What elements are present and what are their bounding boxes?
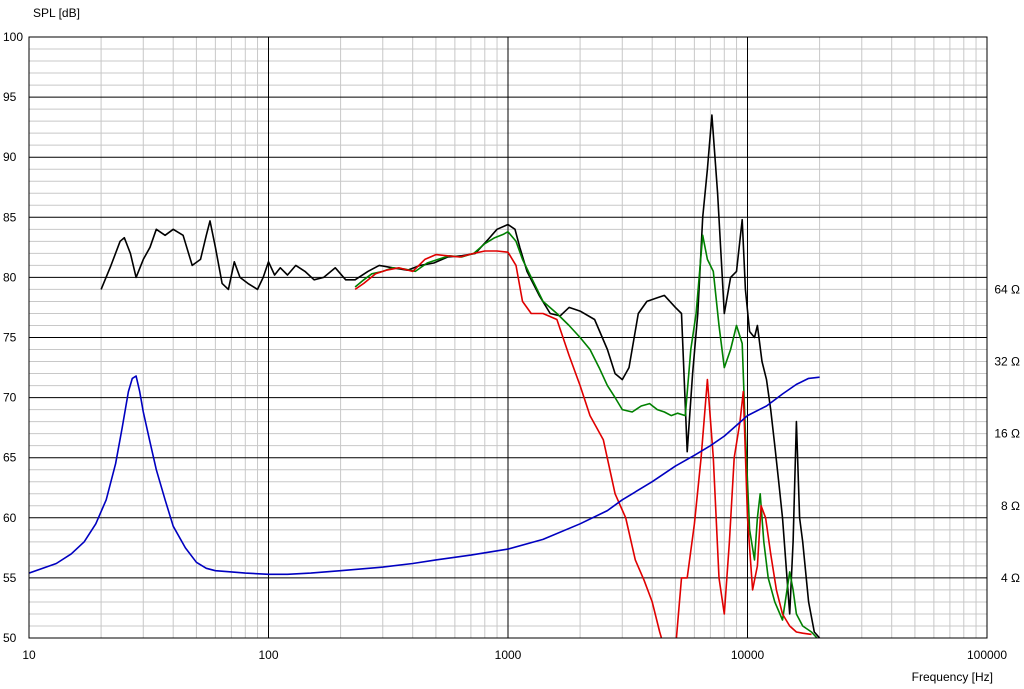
impedance-tick-label: 32 Ω (994, 355, 1020, 369)
x-tick-label: 1000 (495, 648, 522, 662)
impedance-tick-labels: 4 Ω 8 Ω 16 Ω 32 Ω 64 Ω (994, 282, 1020, 584)
series-layer (29, 114, 821, 638)
x-tick-label: 10000 (731, 648, 765, 662)
series-line-4 (29, 375, 820, 576)
y-tick-label: 90 (3, 150, 17, 164)
x-tick-labels: 10 100 1000 10000 100000 (22, 648, 1007, 662)
y-axis-label: SPL [dB] (33, 6, 80, 20)
impedance-tick-label: 4 Ω (1001, 571, 1020, 585)
y-tick-label: 50 (3, 631, 17, 645)
y-tick-label: 95 (3, 90, 17, 104)
x-axis-label: Frequency [Hz] (912, 670, 993, 684)
y-tick-label: 80 (3, 270, 17, 284)
impedance-tick-label: 8 Ω (1001, 499, 1020, 513)
y-tick-label: 60 (3, 511, 17, 525)
y-tick-label: 65 (3, 451, 17, 465)
y-tick-label: 100 (3, 30, 23, 44)
y-tick-label: 70 (3, 391, 17, 405)
series-line-1 (100, 114, 821, 638)
y-tick-label: 75 (3, 331, 17, 345)
y-tick-labels: 50 55 60 65 70 75 80 85 90 95 100 (3, 30, 23, 645)
x-tick-label: 10 (22, 648, 36, 662)
impedance-tick-label: 16 Ω (994, 427, 1020, 441)
series-line-3 (354, 250, 812, 638)
x-tick-label: 100 (258, 648, 278, 662)
impedance-tick-label: 64 Ω (994, 282, 1020, 296)
y-tick-label: 55 (3, 571, 17, 585)
plot-border (28, 36, 988, 639)
x-tick-label: 100000 (967, 648, 1007, 662)
y-tick-label: 85 (3, 210, 17, 224)
